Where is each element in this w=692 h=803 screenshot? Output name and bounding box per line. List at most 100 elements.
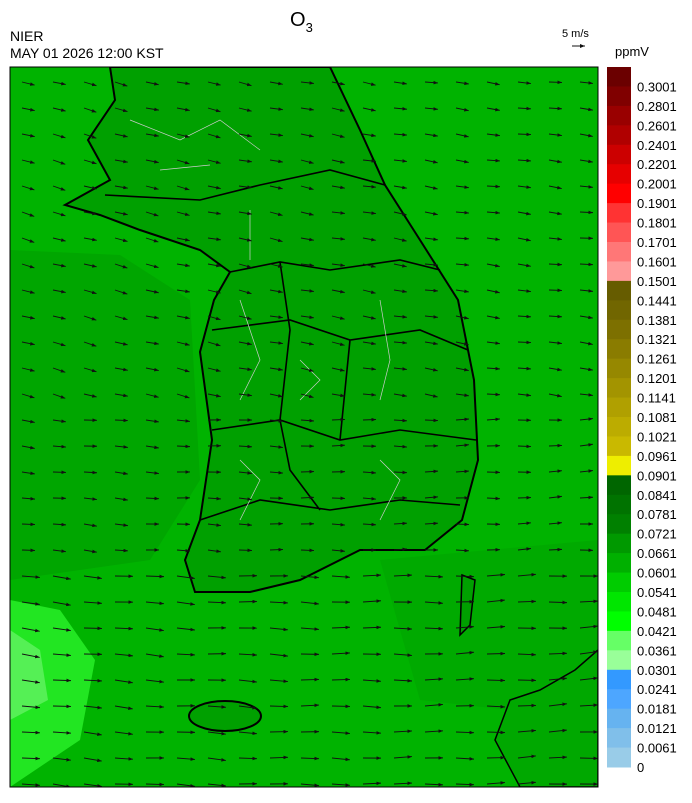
colorbar-bin [607, 456, 631, 476]
datetime: MAY 01 2026 12:00 KST [10, 45, 164, 61]
colorbar-bin [607, 223, 631, 243]
wind-arrow [146, 576, 164, 577]
colorbar-label: 0.0901 [637, 468, 677, 483]
colorbar-bin [607, 670, 631, 690]
colorbar-label: 0.0421 [637, 624, 677, 639]
colorbar-label: 0.0181 [637, 702, 677, 717]
colorbar-label: 0.1601 [637, 254, 677, 269]
wind-arrow [456, 524, 469, 525]
colorbar-bin [607, 378, 631, 398]
colorbar-label: 0.1021 [637, 429, 677, 444]
wind-arrow [270, 549, 283, 550]
colorbar-bin [607, 203, 631, 223]
wind-arrow [22, 524, 35, 525]
colorbar-label: 0.1801 [637, 216, 677, 231]
wind-arrow [239, 601, 257, 602]
colorbar-label: 0.0121 [637, 721, 677, 736]
colorbar-label: 0.2601 [637, 118, 677, 133]
colorbar-bin [607, 514, 631, 534]
colorbar-label: 0.0061 [637, 741, 677, 756]
colorbar-bin [607, 125, 631, 145]
colorbar-bin [607, 417, 631, 437]
map [10, 67, 598, 787]
colorbar-label: 0.1901 [637, 196, 677, 211]
colorbar-bin [607, 534, 631, 554]
colorbar-label: 0.2001 [637, 177, 677, 192]
colorbar-bin [607, 611, 631, 631]
colorbar-bin [607, 145, 631, 165]
colorbar-bin [607, 184, 631, 204]
colorbar-label: 0.1501 [637, 274, 677, 289]
wind-arrow [177, 446, 190, 447]
colorbar-bin [607, 106, 631, 126]
colorbar-label: 0.1141 [637, 391, 676, 406]
jeju [189, 701, 261, 731]
colorbar-bin [607, 242, 631, 262]
colorbar-unit: ppmV [615, 44, 649, 59]
colorbar-label: 0.1381 [637, 313, 677, 328]
colorbar-label: 0.0961 [637, 449, 677, 464]
colorbar-label: 0.2801 [637, 99, 677, 114]
wind-arrow [549, 445, 562, 446]
colorbar-label: 0.0721 [637, 527, 677, 542]
title: O3 [290, 9, 313, 35]
colorbar-label: 0.1201 [637, 371, 677, 386]
colorbar-bin [607, 436, 631, 456]
colorbar-label: 0.0661 [637, 546, 677, 561]
wind-arrow [518, 342, 531, 343]
wind-arrow [487, 680, 505, 681]
colorbar-label: 0.0541 [637, 585, 677, 600]
colorbar-label: 0.3001 [637, 79, 677, 94]
colorbar-label: 0.0241 [637, 682, 677, 697]
wind-arrow [518, 134, 531, 135]
wind-arrow [363, 419, 376, 420]
wind-arrow [146, 784, 164, 785]
wind-arrow [580, 264, 593, 265]
wind-arrow [115, 420, 128, 421]
colorbar-bin [607, 67, 631, 87]
colorbar-bin [607, 164, 631, 184]
agency: NIER [10, 28, 43, 44]
colorbar-bin [607, 339, 631, 359]
colorbar-bin [607, 631, 631, 651]
colorbar-bin [607, 592, 631, 612]
colorbar-label: 0.2201 [637, 157, 677, 172]
wind-arrow [301, 550, 314, 551]
wind-arrow [549, 602, 567, 603]
colorbar-bin [607, 573, 631, 593]
colorbar-bin [607, 398, 631, 418]
colorbar-bin [607, 689, 631, 709]
wind-arrow [487, 732, 505, 733]
colorbar-label: 0.1701 [637, 235, 677, 250]
colorbar-label: 0.1441 [637, 293, 677, 308]
wind-arrow [301, 679, 319, 680]
wind-arrow [580, 212, 593, 213]
wind-scale-label: 5 m/s [562, 28, 589, 40]
colorbar-bin [607, 495, 631, 515]
colorbar-bin [607, 475, 631, 495]
colorbar-bin [607, 320, 631, 340]
colorbar-label: 0.0601 [637, 566, 677, 581]
colorbar-label: 0.1081 [637, 410, 677, 425]
wind-arrow [518, 446, 531, 447]
colorbar-label: 0.0481 [637, 604, 677, 619]
title-subscript: 3 [306, 20, 313, 35]
colorbar-label: 0.2401 [637, 138, 677, 153]
wind-arrow [518, 705, 536, 706]
colorbar-label: 0.0781 [637, 507, 677, 522]
colorbar: 0.3001 0.2801 0.2601 0.2401 0.2201 0.2001 0.19… [607, 67, 677, 775]
colorbar-bin [607, 300, 631, 320]
colorbar-bin [607, 748, 631, 768]
colorbar-label: 0.0361 [637, 643, 677, 658]
wind-arrow [549, 549, 562, 550]
colorbar-label: 0.1261 [637, 352, 677, 367]
colorbar-label: 0 [637, 760, 644, 775]
colorbar-label: 0.0841 [637, 488, 677, 503]
colorbar-bin [607, 261, 631, 281]
colorbar-label: 0.0301 [637, 663, 677, 678]
colorbar-bin [607, 728, 631, 748]
wind-arrow [332, 419, 345, 420]
wind-arrow [332, 679, 350, 680]
colorbar-label: 0.1321 [637, 332, 677, 347]
